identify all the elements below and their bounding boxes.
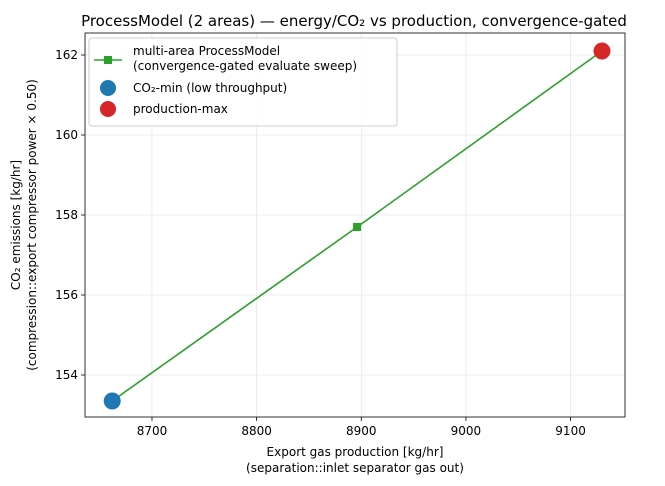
x-tick-label: 8700 <box>137 424 168 438</box>
legend-production-max-marker <box>100 101 116 117</box>
co2-min-point <box>103 392 121 410</box>
x-axis-label: Export gas production [kg/hr] <box>267 445 444 459</box>
sweep-square-point <box>353 223 362 231</box>
y-tick-label: 162 <box>55 48 78 62</box>
y-ticks: 154 156 158 160 162 <box>55 48 85 382</box>
legend-co2-min-marker <box>100 80 116 96</box>
y-tick-label: 158 <box>55 208 78 222</box>
x-tick-label: 9000 <box>451 424 482 438</box>
legend-square-marker <box>104 56 112 64</box>
x-tick-label: 8800 <box>241 424 272 438</box>
y-axis-label: CO₂ emissions [kg/hr] <box>9 160 23 290</box>
y-tick-label: 156 <box>55 288 78 302</box>
production-max-point <box>593 42 611 60</box>
chart-title: ProcessModel (2 areas) — energy/CO₂ vs p… <box>81 12 627 30</box>
legend-label-sweep-line2: (convergence-gated evaluate sweep) <box>133 59 357 73</box>
legend-label-sweep-line1: multi-area ProcessModel <box>133 44 280 58</box>
x-tick-label: 8900 <box>346 424 377 438</box>
plot-marks <box>103 42 611 410</box>
legend: multi-area ProcessModel (convergence-gat… <box>88 37 398 127</box>
legend-label-co2-min: CO₂-min (low throughput) <box>133 81 287 95</box>
x-tick-label: 9100 <box>555 424 586 438</box>
plot-frame <box>84 32 626 418</box>
x-axis-sublabel: (separation::inlet separator gas out) <box>246 461 464 475</box>
y-tick-label: 154 <box>55 368 78 382</box>
y-axis-sublabel: (compression::export compressor power × … <box>25 79 39 371</box>
y-tick-label: 160 <box>55 128 78 142</box>
x-ticks: 8700 8800 8900 9000 9100 <box>137 417 586 438</box>
legend-box <box>88 37 398 127</box>
legend-label-production-max: production-max <box>133 102 228 116</box>
